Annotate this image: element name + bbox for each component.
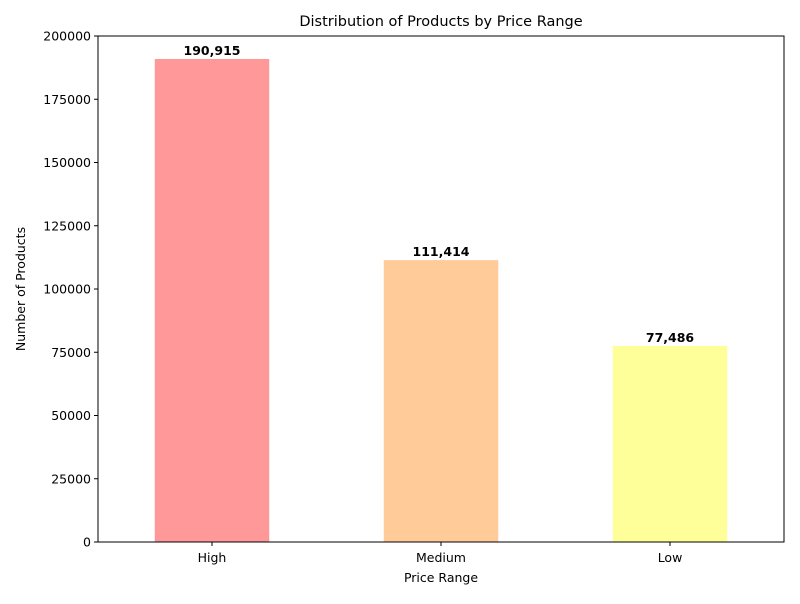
y-tick-label: 175000: [43, 92, 91, 107]
y-tick-label: 75000: [51, 345, 91, 360]
y-tick-label: 50000: [51, 408, 91, 423]
y-axis-label: Number of Products: [13, 227, 28, 351]
plot-frame: [97, 35, 785, 543]
bar-high: [154, 58, 270, 543]
y-tick-label: 0: [83, 535, 91, 550]
y-tick-label: 200000: [43, 29, 91, 44]
x-tick-label-high: High: [198, 550, 227, 565]
chart-title: Distribution of Products by Price Range: [299, 14, 582, 30]
x-tick-label-medium: Medium: [416, 550, 466, 565]
y-tick-label: 150000: [43, 155, 91, 170]
bar-medium: [383, 260, 499, 542]
data-label-medium: 111,414: [413, 244, 470, 259]
y-tick-label: 100000: [43, 282, 91, 297]
y-tick-label: 25000: [51, 471, 91, 486]
x-axis: High Medium Low: [198, 542, 683, 565]
y-tick-label: 125000: [43, 218, 91, 233]
x-tick-label-low: Low: [658, 550, 683, 565]
bar-low: [612, 345, 728, 542]
y-axis: 0 25000 50000 75000 100000 125000 150000 175000…: [43, 29, 98, 550]
x-axis-label: Price Range: [404, 570, 478, 585]
data-label-high: 190,915: [184, 43, 241, 58]
value-labels-layer: 190,915 111,414 77,486: [184, 43, 695, 345]
bars-layer: [154, 58, 728, 543]
data-label-low: 77,486: [646, 330, 695, 345]
